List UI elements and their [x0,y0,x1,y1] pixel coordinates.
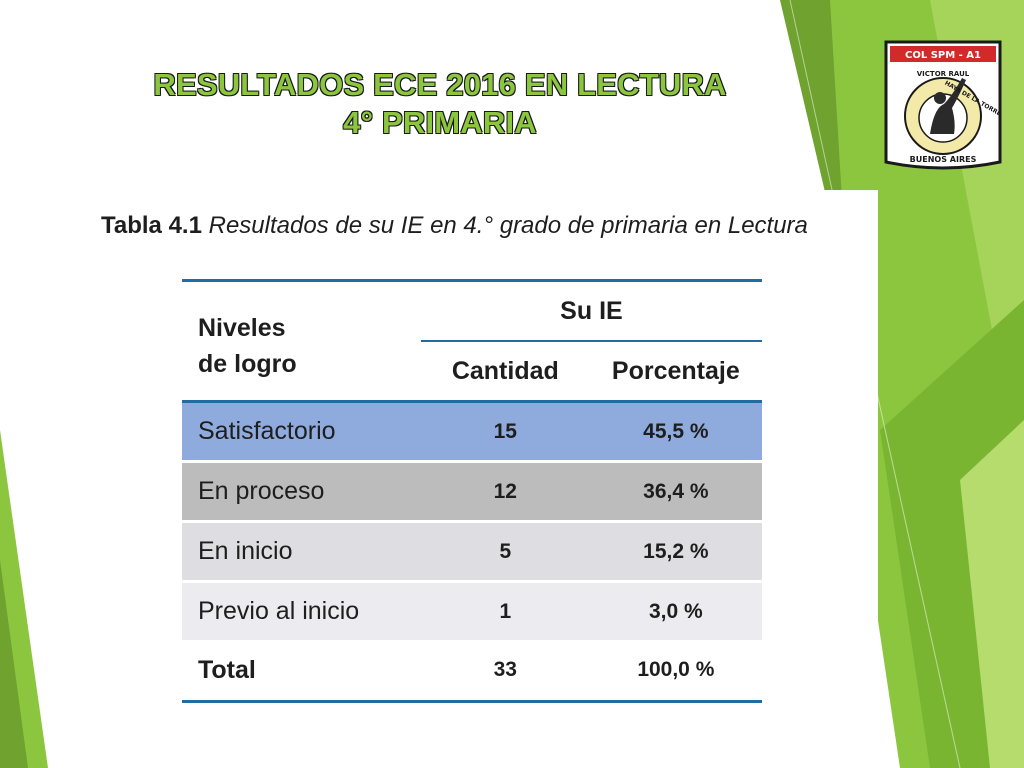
table-subheader-row: Cantidad Porcentaje [182,341,762,402]
table-row: En inicio 5 15,2 % [182,520,762,582]
header-levels-line2: de logro [198,350,297,378]
table-caption-number: Tabla 4.1 [101,212,202,239]
table-caption: Tabla 4.1 Resultados de su IE en 4.° gra… [101,212,861,240]
row-quantity: 15 [420,400,590,463]
school-logo: COL SPM - A1 VICTOR RAUL HAYA DE LA TORR… [884,40,1002,170]
logo-figure [930,78,966,134]
row-quantity: 1 [420,580,590,640]
logo-top-text: COL SPM - A1 [905,50,981,61]
row-level: Satisfactorio [182,400,421,463]
row-percent: 15,2 % [589,520,762,582]
row-percent: 3,0 % [589,580,762,640]
header-levels-line1: Niveles [198,314,286,342]
header-percent: Porcentaje [611,356,740,385]
total-level: Total [182,640,421,703]
table-header-row: Niveles de logro Su IE [182,279,762,402]
row-level: En inicio [182,520,421,582]
slide-title-line2: 4° PRIMARIA [343,105,537,140]
logo-ring-left-text: VICTOR RAUL [917,70,970,78]
row-percent: 36,4 % [589,460,762,522]
row-quantity: 12 [420,460,590,522]
row-quantity: 5 [420,520,590,582]
header-levels: Niveles de logro [182,279,421,402]
green-shape-left-2 [0,560,28,768]
row-percent: 45,5 % [589,400,762,463]
total-percent: 100,0 % [589,640,762,703]
header-quantity: Cantidad [451,356,559,385]
results-table: Niveles de logro Su IE Cantidad Porcenta… [182,279,762,703]
table-total-row: Total 33 100,0 % [182,640,762,703]
table-row: Satisfactorio 15 45,5 % [182,400,762,463]
row-level: En proceso [182,460,421,522]
header-su-ie: Su IE [420,279,762,342]
slide-title: RESULTADOS ECE 2016 EN LECTURA 4° PRIMAR… [100,66,780,142]
table-row: Previo al inicio 1 3,0 % [182,580,762,640]
total-quantity: 33 [420,640,590,703]
slide-title-line1: RESULTADOS ECE 2016 EN LECTURA [153,67,727,102]
green-shape-right-5 [960,420,1024,768]
logo-bottom-text: BUENOS AIRES [910,155,977,164]
table-caption-text: Resultados de su IE en 4.° grado de prim… [208,212,808,239]
row-level: Previo al inicio [182,580,421,640]
logo-top-band [890,46,996,62]
logo-figure-head [934,92,946,104]
table-row: En proceso 12 36,4 % [182,460,762,522]
